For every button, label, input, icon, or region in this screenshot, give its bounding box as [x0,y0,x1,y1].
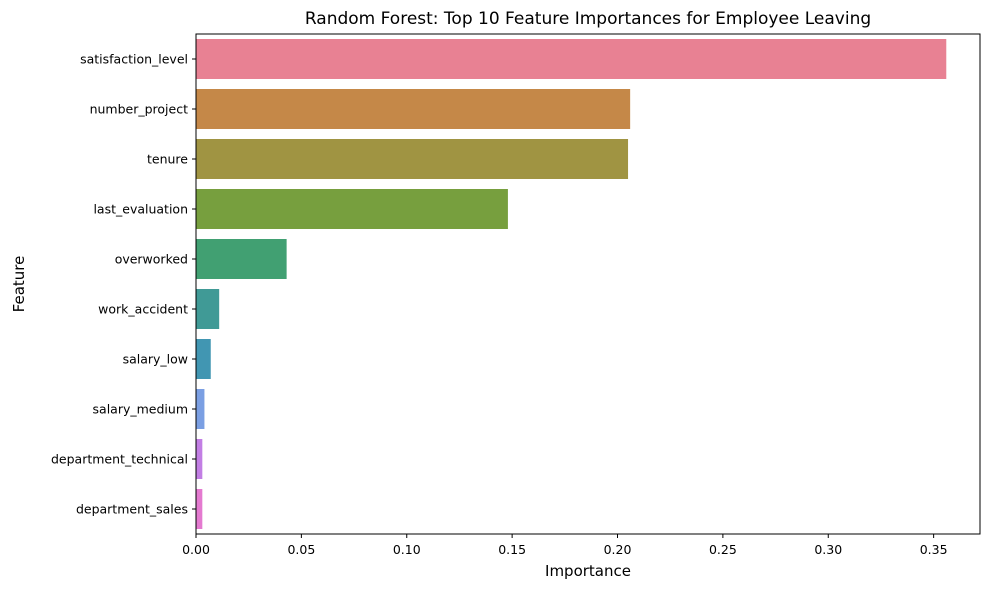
y-tick-label: salary_low [123,352,188,367]
y-tick-label: department_sales [76,502,188,517]
bar-department_sales [196,489,203,529]
y-tick-label: last_evaluation [93,202,188,217]
bars-group [196,39,947,529]
x-tick-label: 0.35 [920,542,948,557]
bar-tenure [196,139,629,179]
bar-salary_low [196,339,211,379]
bar-last_evaluation [196,189,508,229]
y-tick-label: number_project [90,102,189,117]
y-tick-label: overworked [115,252,188,267]
y-axis-label: Feature [10,256,28,313]
x-tick-label: 0.20 [604,542,632,557]
y-tick-label: work_accident [98,302,188,317]
x-tick-label: 0.05 [287,542,315,557]
x-tick-label: 0.30 [814,542,842,557]
y-tick-label: satisfaction_level [80,52,188,67]
plot-frame [195,33,981,535]
x-tick-label: 0.10 [393,542,421,557]
bar-satisfaction_level [196,39,947,79]
bar-overworked [196,239,287,279]
x-tick-label: 0.15 [498,542,526,557]
bar-department_technical [196,439,203,479]
bar-work_accident [196,289,220,329]
y-tick-label: salary_medium [93,402,188,417]
x-axis-label: Importance [545,562,631,580]
x-tick-label: 0.00 [182,542,210,557]
x-axis: 0.00 0.05 0.10 0.15 0.20 0.25 0.30 0.35 [182,534,948,557]
bar-salary_medium [196,389,205,429]
chart-title: Random Forest: Top 10 Feature Importance… [305,9,871,29]
bar-number_project [196,89,631,129]
x-tick-label: 0.25 [709,542,737,557]
y-tick-label: department_technical [51,452,188,467]
y-tick-label: tenure [147,152,188,167]
